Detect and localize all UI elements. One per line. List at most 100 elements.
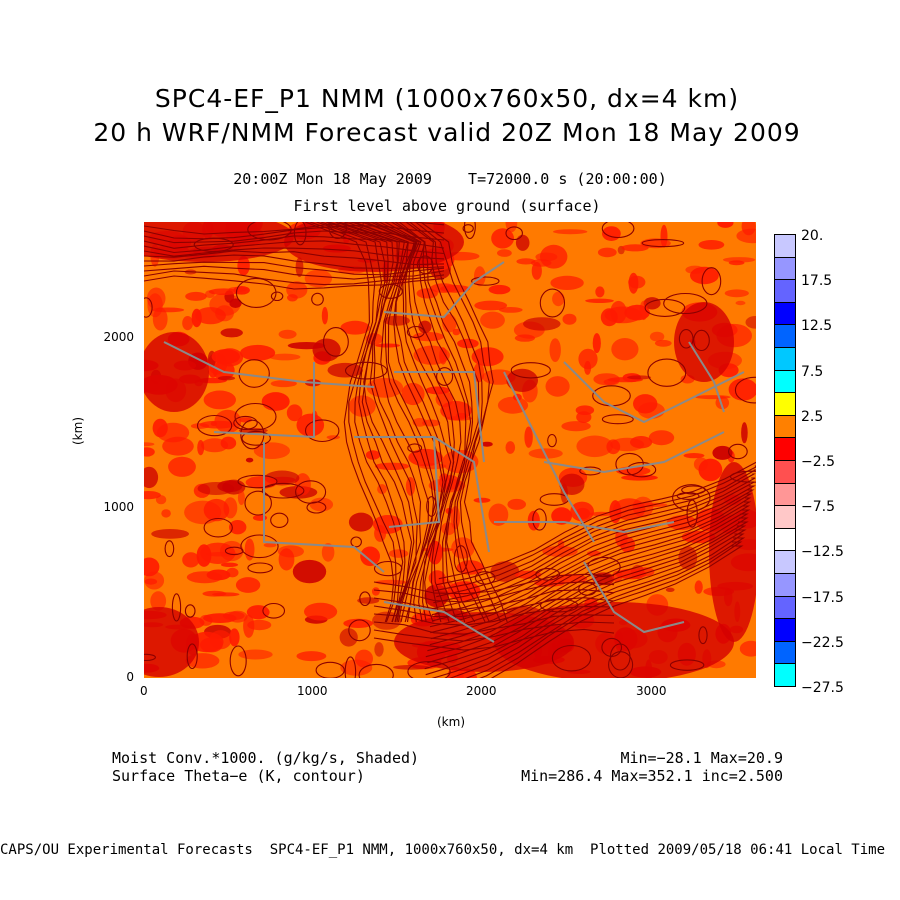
shade-cell [211, 349, 240, 365]
theta-e-contour [407, 661, 451, 678]
shade-cell [355, 649, 373, 668]
theta-e-contour [247, 562, 274, 574]
theta-e-contour [374, 222, 455, 623]
theta-e-contour [144, 225, 445, 240]
shade-cell [401, 382, 425, 406]
shade-cell [649, 331, 665, 342]
theta-e-contour [261, 482, 305, 499]
theta-e-contour [373, 628, 615, 651]
colorbar-swatch [774, 640, 796, 665]
shade-cell [215, 305, 234, 322]
shade-cell [621, 474, 658, 481]
shade-cell [728, 260, 745, 266]
shade-cell [277, 545, 304, 558]
colorbar-label: −2.5 [801, 454, 835, 470]
theta-e-contour [663, 292, 708, 315]
shade-cell [228, 286, 247, 293]
colorbar-swatch [774, 595, 796, 620]
theta-e-contour [641, 239, 685, 248]
colorbar-swatch [774, 414, 796, 439]
shade-cell [553, 229, 588, 235]
x-tick-1000: 1000 [297, 684, 328, 698]
theta-e-contour [678, 329, 694, 349]
theta-e-contour [370, 222, 452, 623]
theta-e-contour [311, 292, 324, 306]
shade-cell [357, 597, 380, 604]
shade-cell [309, 497, 334, 512]
shade-cell [491, 228, 514, 249]
shade-cell [340, 320, 370, 335]
shade-cell [488, 284, 511, 295]
theta-e-contour [270, 512, 289, 528]
shade-cell [152, 307, 168, 331]
shaded-field-label: Moist Conv.*1000. (g/kg/s, Shaded) [112, 749, 420, 767]
theta-e-contour [474, 571, 496, 585]
theta-e-contour [270, 291, 284, 302]
theta-e-contour [462, 224, 474, 233]
shade-cell [545, 376, 570, 397]
theta-e-contour [373, 560, 403, 577]
shade-cell [741, 222, 756, 236]
theta-e-contour [262, 602, 286, 619]
shade-cell [524, 426, 533, 448]
theta-e-contour [344, 361, 388, 380]
shade-cell [690, 266, 719, 285]
shade-cell [621, 244, 649, 252]
shade-cell [235, 577, 261, 593]
shade-cell [633, 394, 658, 414]
y-tick-0: 0 [126, 670, 134, 684]
shade-cell [304, 269, 333, 288]
shade-cell [610, 300, 627, 324]
theta-e-contour [293, 222, 307, 246]
shade-cell [245, 457, 254, 463]
theta-e-contour [186, 643, 198, 670]
shade-cell [203, 390, 236, 410]
theta-e-contour [453, 545, 468, 573]
shade-cell [576, 435, 613, 458]
shade-cell [286, 281, 308, 299]
shade-cell [168, 456, 196, 477]
shade-cell [474, 266, 486, 287]
theta-e-contour [644, 298, 686, 317]
theta-e-contour [305, 222, 395, 623]
theta-e-contour [479, 541, 743, 678]
shade-cell [490, 561, 520, 582]
shade-cell [144, 442, 155, 447]
colorbar-label: −7.5 [801, 499, 835, 516]
contour-range: Min=286.4 Max=352.1 inc=2.500 [521, 767, 783, 785]
shade-cell [286, 404, 303, 422]
theta-e-contour [626, 462, 657, 478]
shade-cell [474, 300, 508, 311]
theta-e-contour [193, 237, 234, 252]
theta-e-contour [359, 591, 371, 607]
theta-e-contour [373, 614, 615, 635]
theta-e-contour [391, 222, 467, 623]
theta-e-contour [698, 626, 708, 645]
colorbar-swatch [774, 663, 796, 687]
shade-cell [570, 501, 594, 522]
theta-e-contour [384, 222, 462, 623]
theta-e-contour [463, 222, 476, 240]
theta-e-contour [426, 496, 437, 517]
shade-cell [226, 567, 239, 578]
colorbar-swatch [774, 573, 796, 597]
shade-cell [523, 317, 561, 331]
y-tick-2000: 2000 [103, 330, 134, 344]
shade-cell [457, 338, 479, 349]
theta-e-contour [361, 222, 444, 623]
theta-e-contour [420, 222, 508, 623]
theta-e-contour [144, 222, 445, 235]
shade-cell [190, 423, 210, 429]
theta-e-contour [394, 222, 472, 623]
shade-cell [497, 396, 529, 414]
theta-e-contour [329, 222, 415, 623]
shade-cell [712, 445, 733, 460]
shade-cell [427, 540, 443, 565]
shade-cell [263, 542, 277, 548]
theta-e-contour [601, 222, 635, 239]
colorbar-swatch [774, 279, 796, 303]
shade-cell [220, 328, 243, 338]
shade-cell [348, 512, 374, 532]
colorbar-label: −22.5 [801, 634, 844, 651]
theta-e-contour [234, 402, 277, 431]
